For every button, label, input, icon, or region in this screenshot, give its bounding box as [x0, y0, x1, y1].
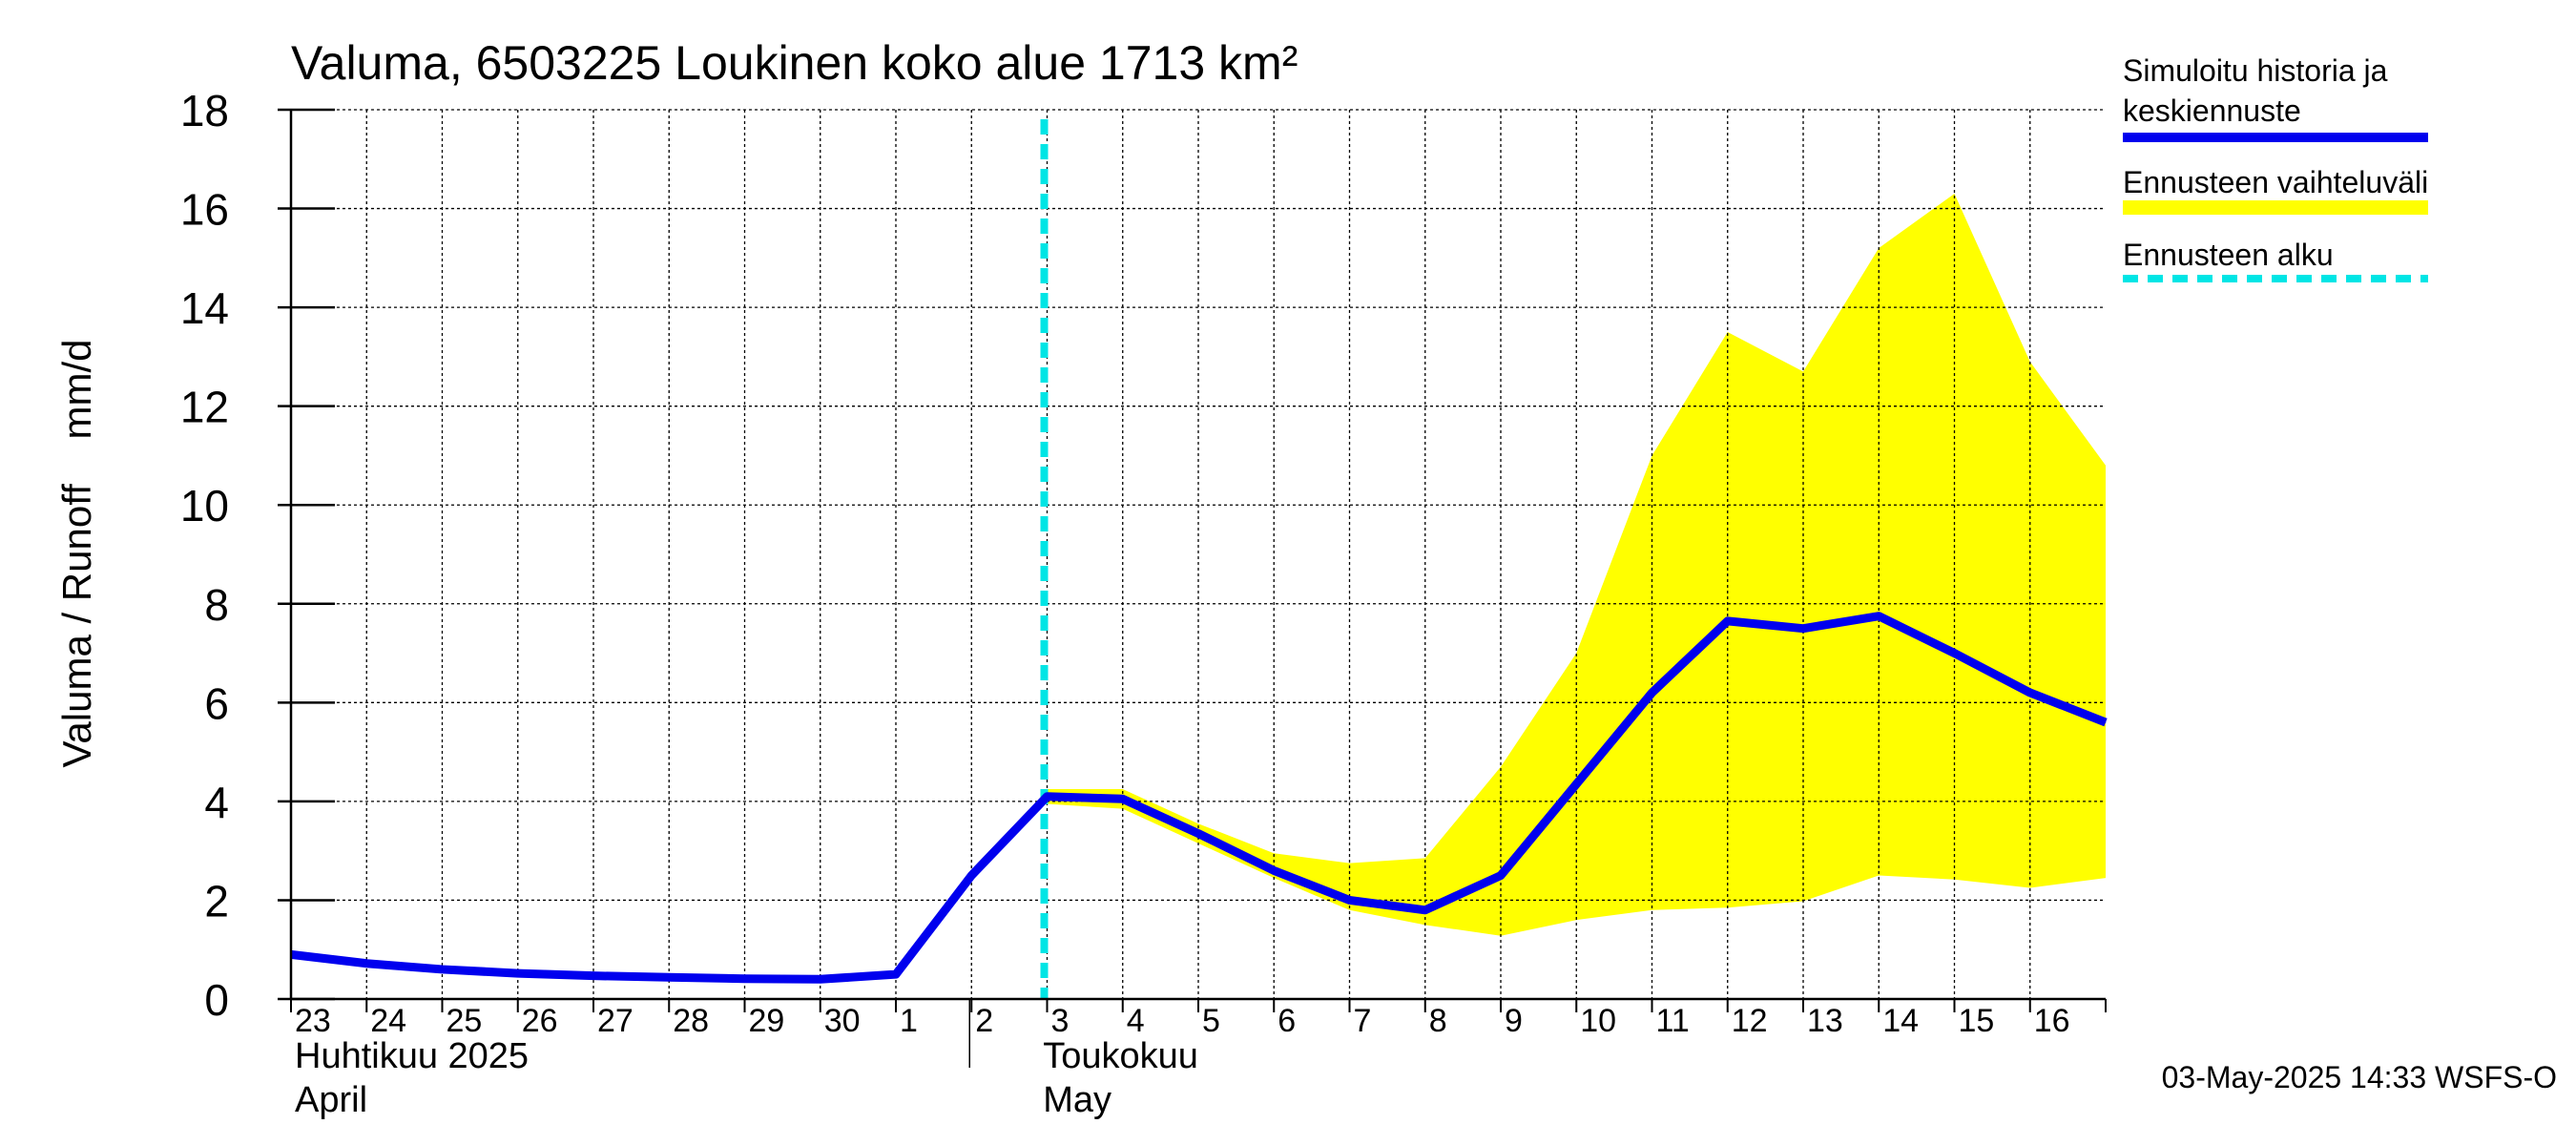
- x-tick-label: 15: [1959, 1003, 1995, 1039]
- x-tick-label: 28: [673, 1003, 709, 1039]
- x-tick-label: 10: [1580, 1003, 1616, 1039]
- series-point: [1954, 653, 1955, 655]
- x-tick-label: 6: [1278, 1003, 1296, 1039]
- x-tick-label: 26: [522, 1003, 558, 1039]
- series-point: [1273, 869, 1275, 871]
- x-tick-label: 12: [1732, 1003, 1768, 1039]
- series-point: [1424, 909, 1426, 911]
- x-tick-label: 5: [1202, 1003, 1220, 1039]
- y-tick-label: 10: [180, 481, 229, 531]
- x-tick-label: 14: [1882, 1003, 1919, 1039]
- y-tick-label: 12: [180, 383, 229, 432]
- y-tick-label: 2: [204, 876, 229, 926]
- x-tick-label: 25: [447, 1003, 483, 1039]
- x-tick-label: 3: [1051, 1003, 1070, 1039]
- series-point: [592, 975, 594, 977]
- legend-label-range: Ennusteen vaihteluväli: [2123, 165, 2428, 199]
- footer-timestamp: 03-May-2025 14:33 WSFS-O: [2162, 1060, 2557, 1094]
- series-point: [970, 875, 972, 877]
- legend-swatch-range: [2123, 200, 2428, 215]
- legend-swatch-simulated: [2123, 133, 2428, 142]
- series-point: [2029, 692, 2031, 694]
- x-tick-label: 29: [749, 1003, 785, 1039]
- legend: Simuloitu historia ja keskiennuste Ennus…: [2123, 53, 2428, 282]
- month-label-secondary: May: [1043, 1080, 1111, 1120]
- x-tick-label: 9: [1505, 1003, 1523, 1039]
- month-label-primary: Toukokuu: [1043, 1036, 1198, 1076]
- series-point: [1575, 783, 1577, 785]
- y-tick-label: 8: [204, 580, 229, 630]
- x-tick-label: 23: [295, 1003, 331, 1039]
- y-tick-label: 0: [204, 975, 229, 1025]
- series-point: [744, 978, 745, 980]
- x-tick-label: 27: [597, 1003, 634, 1039]
- x-tick-label: 16: [2034, 1003, 2070, 1039]
- y-axis-label: Valuma / Runoff mm/d: [54, 340, 99, 768]
- y-tick-label: 14: [180, 283, 229, 333]
- series-point: [1500, 875, 1502, 877]
- forecast-range-band: [1047, 194, 2106, 936]
- chart-title: Valuma, 6503225 Loukinen koko alue 1713 …: [291, 36, 1298, 90]
- x-tick-label: 7: [1354, 1003, 1372, 1039]
- y-tick-label: 6: [204, 678, 229, 728]
- series-point: [1802, 628, 1804, 630]
- month-label-primary: Huhtikuu 2025: [295, 1036, 529, 1076]
- legend-label-simulated-line2: keskiennuste: [2123, 94, 2301, 128]
- series-point: [1197, 833, 1199, 835]
- x-tick-label: 1: [900, 1003, 918, 1039]
- legend-label-simulated-line1: Simuloitu historia ja: [2123, 53, 2388, 88]
- month-label-secondary: April: [295, 1080, 367, 1120]
- series-point: [365, 963, 367, 965]
- series-point: [1727, 620, 1729, 622]
- series-point: [820, 978, 821, 980]
- series-point: [517, 972, 519, 974]
- series-point: [2105, 721, 2107, 723]
- series-point: [1047, 796, 1048, 798]
- y-tick-label: 16: [180, 185, 229, 235]
- series-point: [1878, 615, 1880, 617]
- x-tick-label: 30: [824, 1003, 861, 1039]
- series-point: [442, 968, 443, 970]
- x-tick-label: 2: [975, 1003, 993, 1039]
- legend-label-forecast-start: Ennusteen alku: [2123, 238, 2334, 272]
- x-tick-label: 8: [1429, 1003, 1447, 1039]
- series-point: [895, 973, 897, 975]
- x-tick-label: 24: [370, 1003, 406, 1039]
- y-tick-label: 18: [180, 86, 229, 135]
- x-tick-label: 11: [1656, 1003, 1690, 1039]
- series-point: [668, 976, 670, 978]
- y-tick-label: 4: [204, 778, 229, 827]
- x-tick-label: 4: [1127, 1003, 1145, 1039]
- series-point: [1122, 798, 1124, 800]
- x-tick-label: 13: [1807, 1003, 1843, 1039]
- series-point: [1349, 899, 1350, 901]
